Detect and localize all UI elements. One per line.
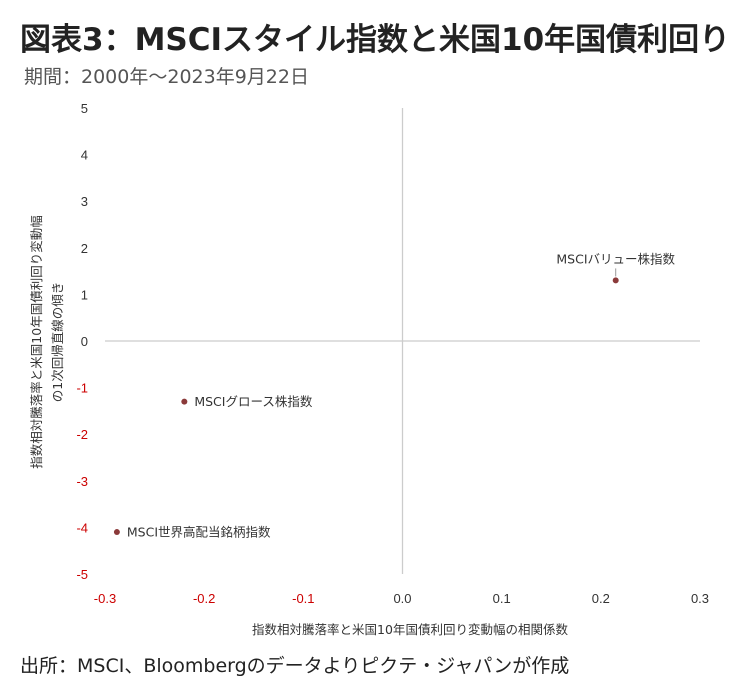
- x-axis-label: 指数相対騰落率と米国10年国債利回り変動幅の相関係数: [252, 622, 568, 637]
- y-axis-label-line-1: 指数相対騰落率と米国10年国債利回り変動幅: [29, 215, 44, 468]
- y-tick-label: -3: [76, 474, 88, 489]
- y-tick-label: 1: [81, 287, 88, 302]
- data-point: [113, 529, 120, 536]
- x-tick-label: 0.2: [592, 591, 610, 606]
- x-tick-label: -0.1: [292, 591, 314, 606]
- data-points: MSCIバリュー株指数 MSCIグロース株指数 MSCI世界高配当銘柄指数: [113, 251, 676, 540]
- data-point: [181, 398, 188, 405]
- y-tick-label: 0: [81, 334, 88, 349]
- y-axis-label-line-2: の1次回帰直線の傾き: [50, 282, 65, 402]
- y-axis-label: 指数相対騰落率と米国10年国債利回り変動幅 の1次回帰直線の傾き: [29, 215, 65, 468]
- y-tick-label: 2: [81, 241, 88, 256]
- source-note: 出所：MSCI、Bloombergのデータよりピクテ・ジャパンが作成: [20, 655, 570, 677]
- axes: [105, 108, 700, 574]
- x-tick-label: 0.1: [493, 591, 511, 606]
- y-tick-label: -1: [76, 381, 88, 396]
- data-point-label: MSCI世界高配当銘柄指数: [127, 525, 271, 540]
- y-tick-label: -5: [76, 567, 88, 582]
- x-tick-label: -0.2: [193, 591, 215, 606]
- y-tick-label: -4: [76, 520, 88, 535]
- data-point-label: MSCIグロース株指数: [194, 394, 313, 409]
- y-tick-label: -2: [76, 427, 88, 442]
- x-tick-label: -0.3: [94, 591, 116, 606]
- y-tick-label: 4: [81, 148, 88, 163]
- y-tick-label: 3: [81, 194, 88, 209]
- y-tick-labels: 5 4 3 2 1 0 -1 -2 -3 -4 -5: [76, 101, 88, 582]
- x-tick-labels: -0.3 -0.2 -0.1 0.0 0.1 0.2 0.3: [94, 591, 709, 606]
- y-tick-label: 5: [81, 101, 88, 116]
- data-point: [612, 277, 619, 284]
- data-point-label: MSCIバリュー株指数: [556, 251, 675, 266]
- x-tick-label: 0.0: [393, 591, 411, 606]
- chart-period: 期間：2000年～2023年9月22日: [24, 66, 309, 88]
- chart-title: 図表3：MSCIスタイル指数と米国10年国債利回り: [20, 22, 731, 58]
- x-tick-label: 0.3: [691, 591, 709, 606]
